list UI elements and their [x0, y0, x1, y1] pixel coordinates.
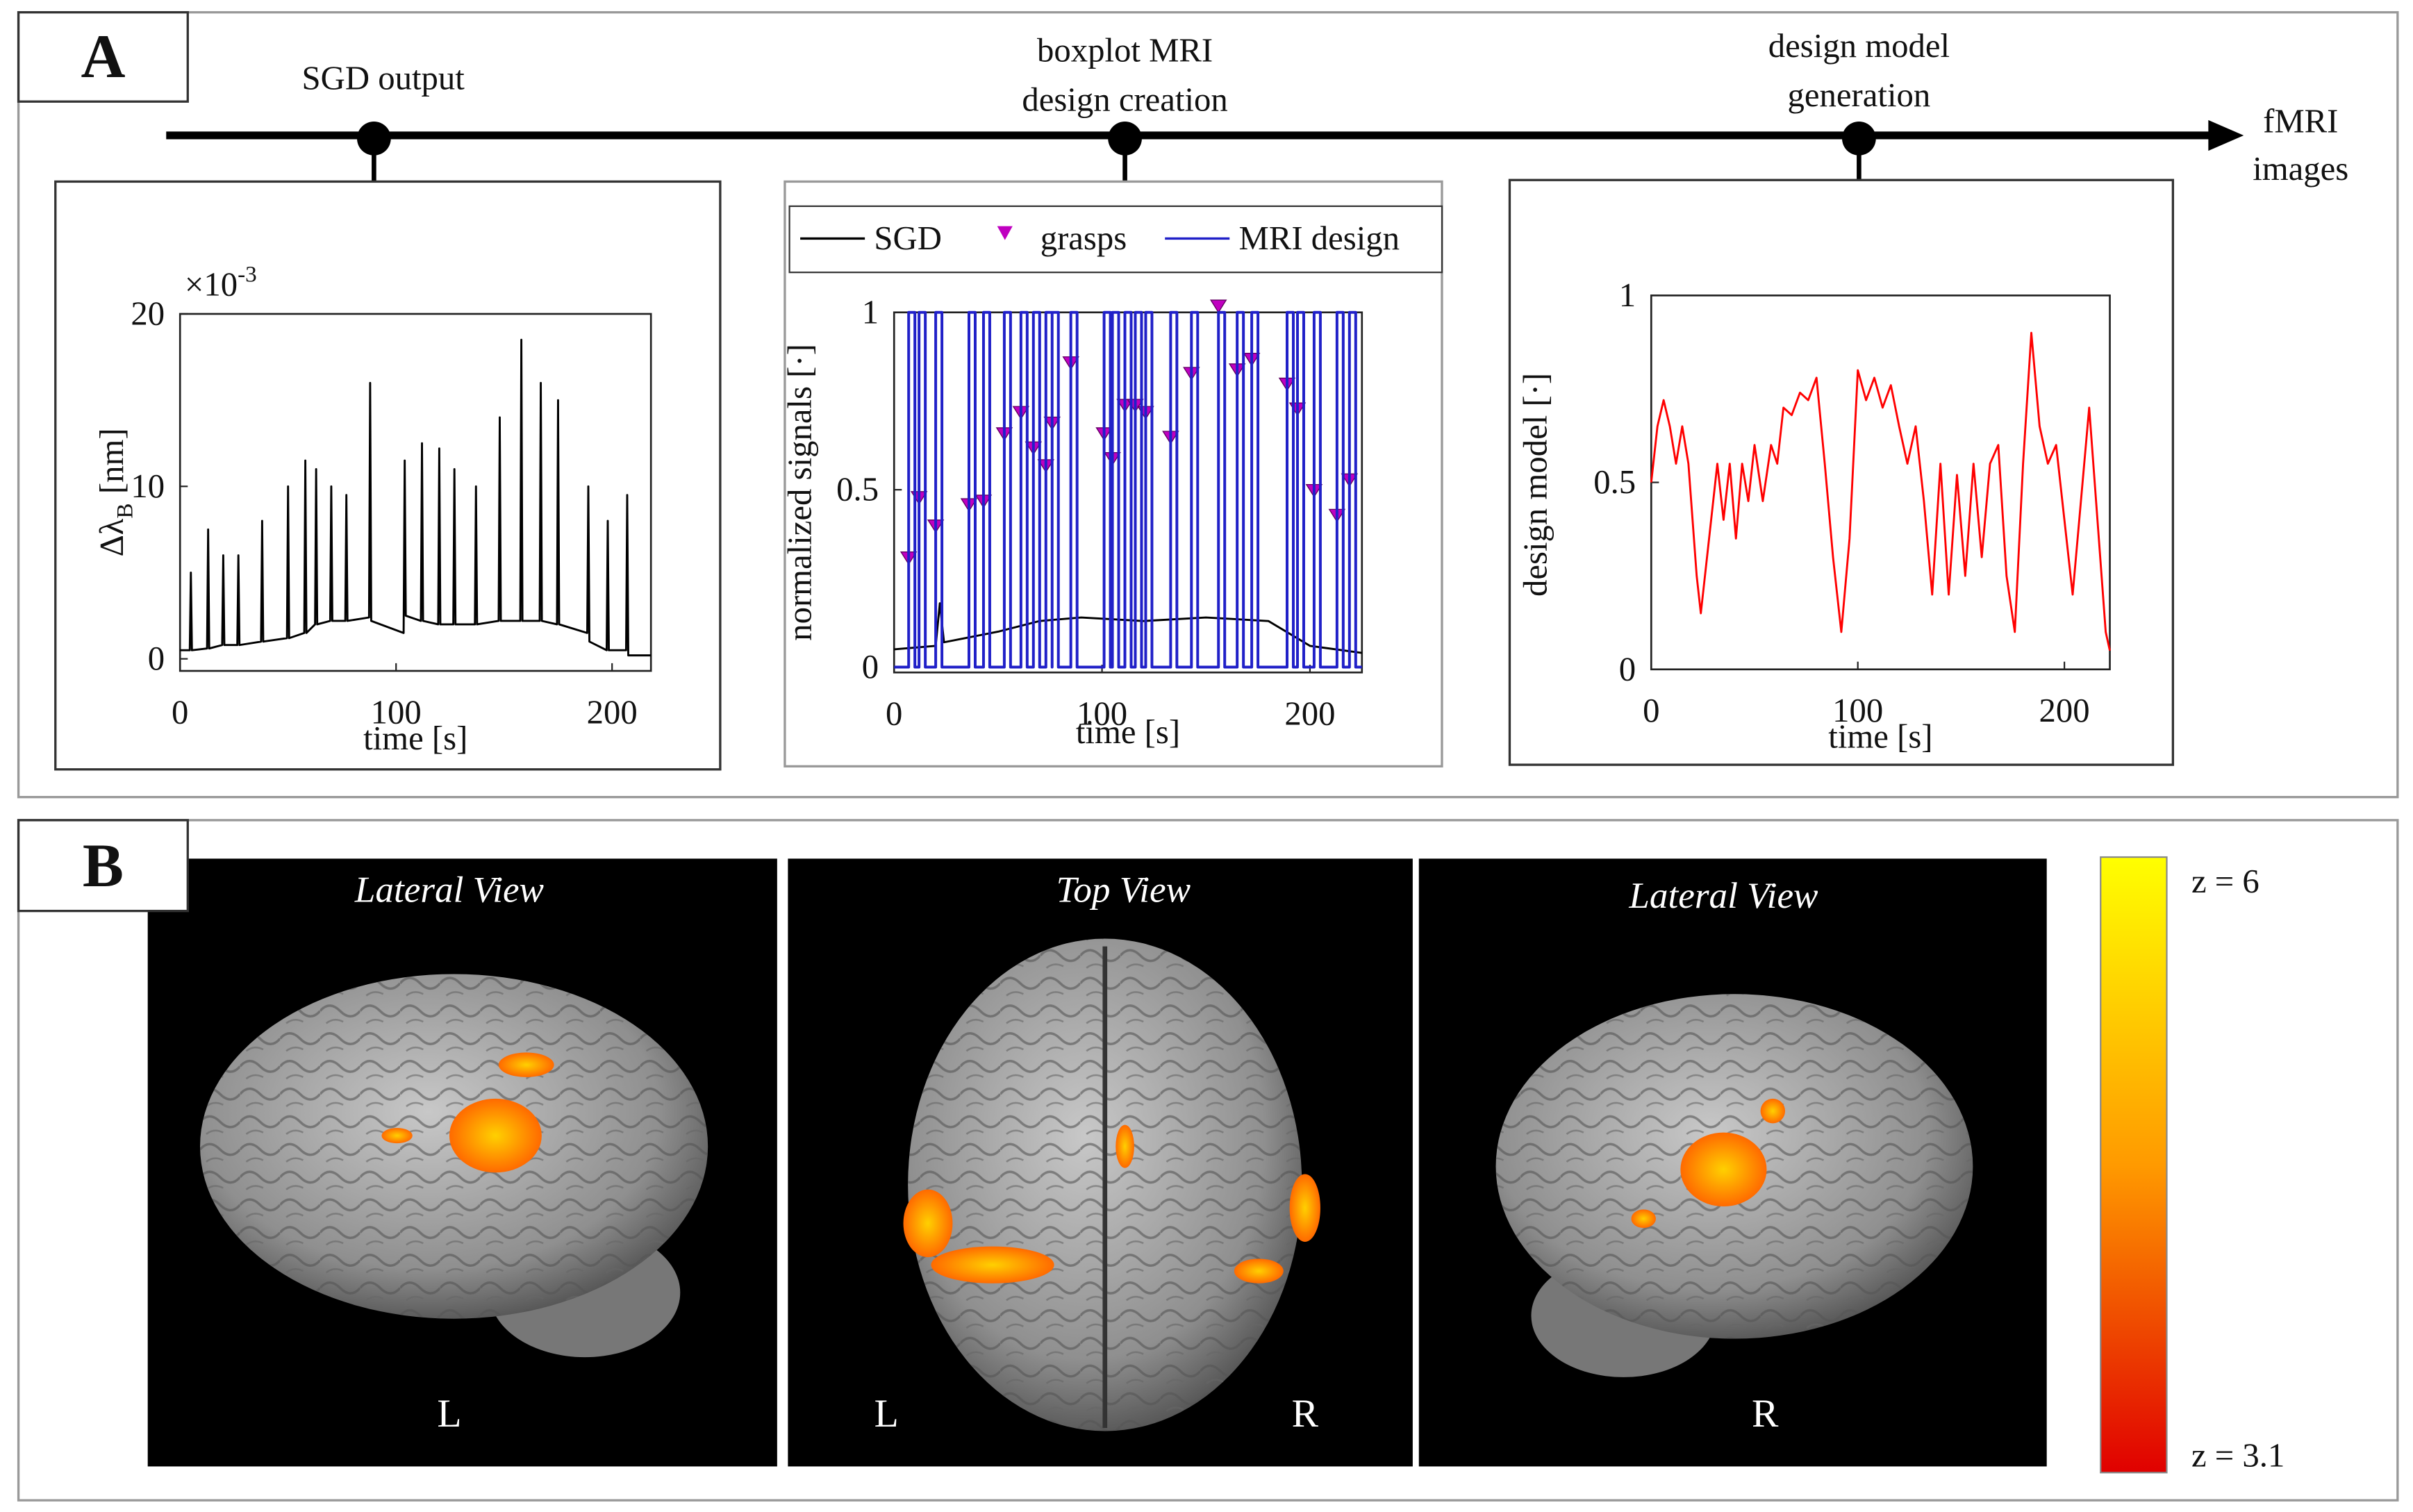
- colorbar: [2100, 856, 2168, 1474]
- legend-box: [788, 205, 1443, 274]
- y-tick-label: 10: [131, 467, 165, 505]
- y-multiplier: ×10-3: [185, 261, 257, 303]
- activation: [1680, 1132, 1767, 1206]
- grasp-marker: [1209, 299, 1227, 314]
- activation: [498, 1052, 554, 1077]
- colorbar-label: z = 6: [2191, 863, 2259, 900]
- x-axis-label: time [s]: [1828, 718, 1932, 756]
- y-label-unit: [nm]: [93, 428, 131, 494]
- y-label-sub: B: [113, 503, 138, 518]
- y-label-main: Δλ: [93, 518, 131, 556]
- end-label: images: [2253, 150, 2348, 188]
- activation: [1234, 1258, 1284, 1283]
- step-label: generation: [1788, 76, 1931, 114]
- timeline-nodes: [357, 122, 1876, 182]
- panel-b-frame: [17, 819, 2399, 1502]
- legend-label: SGD: [874, 219, 942, 257]
- x-axis-label: time [s]: [363, 720, 467, 757]
- hemisphere-label: R: [1752, 1392, 1779, 1436]
- x-tick-label: 100: [1832, 692, 1883, 729]
- x-tick-label: 200: [587, 693, 638, 731]
- activation: [381, 1127, 413, 1144]
- multiplier-base: ×10: [185, 265, 238, 303]
- legend-label: grasps: [1040, 219, 1127, 257]
- activation: [1760, 1098, 1786, 1124]
- brain-right: [1495, 994, 1973, 1377]
- step-label: design creation: [1022, 81, 1227, 119]
- hemisphere-label: R: [1292, 1392, 1319, 1436]
- y-tick-label: 20: [131, 294, 165, 332]
- x-tick-label: 0: [1643, 692, 1659, 729]
- brain-left: [200, 974, 708, 1358]
- y-axis-label: design model [·]: [1517, 373, 1554, 597]
- activation: [1631, 1209, 1656, 1229]
- timeline-arrow: [2208, 119, 2244, 151]
- panel-label: A: [81, 23, 125, 91]
- legend-label: MRI design: [1239, 219, 1400, 257]
- data-line: [180, 338, 652, 657]
- x-tick-label: 200: [2039, 692, 2090, 729]
- legend-swatch: [997, 226, 1013, 240]
- step-label: boxplot MRI: [1037, 32, 1213, 69]
- end-label: fMRI: [2263, 103, 2338, 140]
- y-tick-label: 0.5: [1593, 463, 1636, 501]
- view-title: Lateral View: [354, 869, 545, 910]
- panel-label: B: [83, 832, 124, 900]
- brain-top: [903, 938, 1320, 1431]
- activation: [1289, 1174, 1320, 1242]
- step-label: SGD output: [302, 60, 465, 97]
- x-axis-label: time [s]: [1076, 713, 1180, 751]
- y-tick-label: 1: [1619, 276, 1636, 314]
- panel-a-frame: [17, 11, 2399, 799]
- step-label: design model: [1768, 27, 1950, 65]
- x-tick-label: 0: [886, 695, 902, 733]
- activation: [903, 1189, 953, 1258]
- y-axis-label: normalized signals [·]: [781, 344, 819, 641]
- activation: [449, 1098, 542, 1173]
- view-title: Top View: [1056, 869, 1191, 910]
- x-tick-label: 200: [1284, 695, 1335, 733]
- y-tick-label: 0: [148, 640, 165, 677]
- data-line: [1650, 331, 2111, 651]
- y-tick-label: 0.5: [836, 471, 879, 508]
- y-tick-label: 1: [862, 293, 879, 331]
- plot-area: [893, 311, 1363, 674]
- data-line: [894, 602, 1362, 654]
- multiplier-exp: -3: [238, 261, 257, 287]
- x-tick-label: 100: [371, 693, 422, 731]
- panel-b-label-box: [17, 819, 189, 913]
- y-axis-label: ΔλB [nm]: [93, 428, 138, 556]
- x-tick-label: 0: [172, 693, 188, 731]
- panel-a-label-box: [17, 11, 189, 103]
- activation: [931, 1246, 1054, 1283]
- hemisphere-label: L: [437, 1392, 461, 1436]
- view-title: Lateral View: [1628, 875, 1818, 916]
- y-tick-label: 0: [1619, 650, 1636, 688]
- colorbar-label: z = 3.1: [2191, 1436, 2285, 1474]
- activation: [1116, 1124, 1134, 1168]
- hemisphere-label: L: [874, 1392, 899, 1436]
- plot-area: [179, 313, 652, 672]
- x-tick-label: 100: [1077, 695, 1127, 733]
- data-line: [894, 310, 1362, 669]
- y-tick-label: 0: [862, 648, 879, 686]
